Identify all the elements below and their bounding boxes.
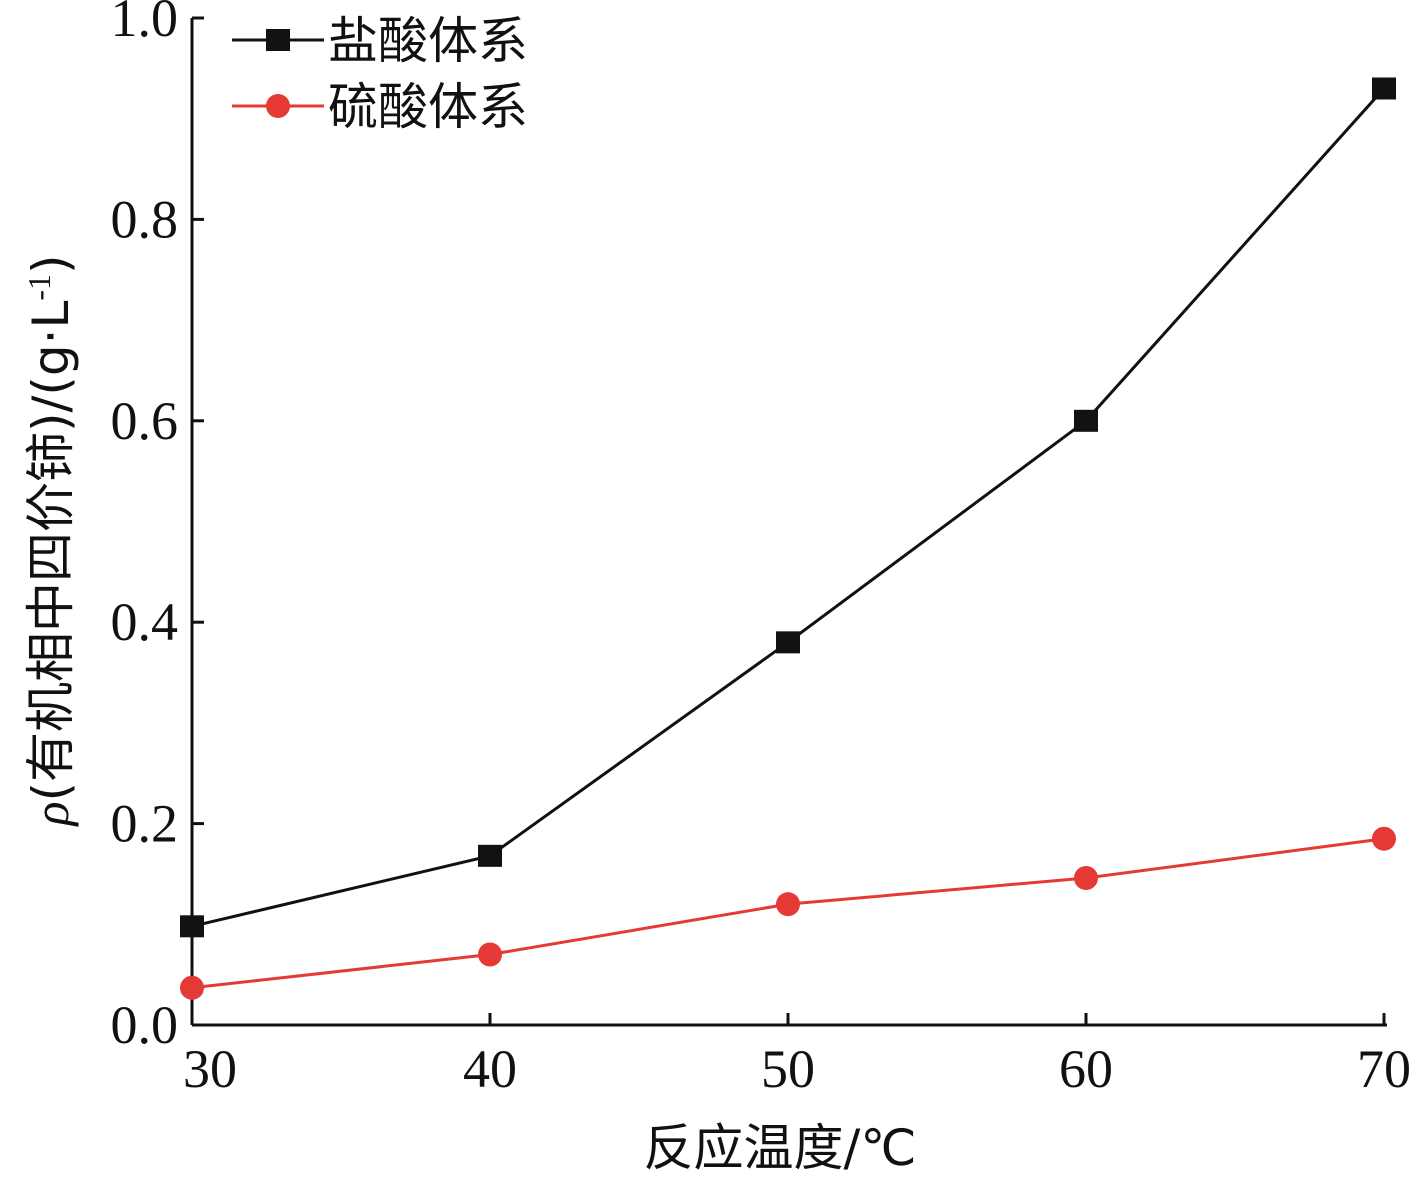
legend-label: 硫酸体系 xyxy=(328,78,528,136)
series-layer xyxy=(180,77,1396,1000)
data-point xyxy=(180,975,204,1000)
y-tick-label: 0.8 xyxy=(111,189,179,249)
data-point xyxy=(478,942,502,967)
legend-marker xyxy=(266,29,290,51)
data-point xyxy=(478,844,502,867)
data-point xyxy=(776,631,800,654)
y-tick-label: 0.2 xyxy=(111,794,179,854)
data-point xyxy=(776,892,800,917)
x-tick-label: 30 xyxy=(183,1039,237,1099)
y-tick-label: 1.0 xyxy=(111,0,179,48)
data-point xyxy=(1372,826,1396,851)
y-ticks: 0.0 0.2 0.4 0.6 0.8 1.0 xyxy=(111,0,204,1055)
legend-label: 盐酸体系 xyxy=(328,12,528,70)
y-axis-label-text: (有机相中四价铈)/(g·L xyxy=(22,301,80,802)
axes xyxy=(190,18,1387,1027)
y-tick-label: 0.0 xyxy=(111,995,179,1055)
series-2 xyxy=(180,826,1396,1000)
x-ticks: 30 40 50 60 70 xyxy=(183,1013,1411,1099)
series-1 xyxy=(180,77,1396,938)
y-axis-label-close: ) xyxy=(22,254,80,274)
x-tick-label: 60 xyxy=(1059,1039,1113,1099)
y-axis-label-symbol: ρ xyxy=(23,802,79,828)
x-tick-label: 50 xyxy=(761,1039,815,1099)
y-axis-label: ρ(有机相中四价铈)/(g·L-1) xyxy=(21,254,80,827)
y-tick-label: 0.6 xyxy=(111,391,179,451)
x-tick-label: 40 xyxy=(463,1039,517,1099)
series-line xyxy=(191,87,1386,928)
data-point xyxy=(180,915,204,938)
data-point xyxy=(1074,865,1098,890)
data-point xyxy=(1372,77,1396,100)
data-point xyxy=(1074,409,1098,432)
legend-marker xyxy=(266,94,290,118)
y-tick-label: 0.4 xyxy=(111,592,179,652)
x-axis-label: 反应温度/℃ xyxy=(644,1119,917,1177)
x-tick-label: 70 xyxy=(1357,1039,1411,1099)
y-axis-label-superscript: -1 xyxy=(21,274,57,301)
